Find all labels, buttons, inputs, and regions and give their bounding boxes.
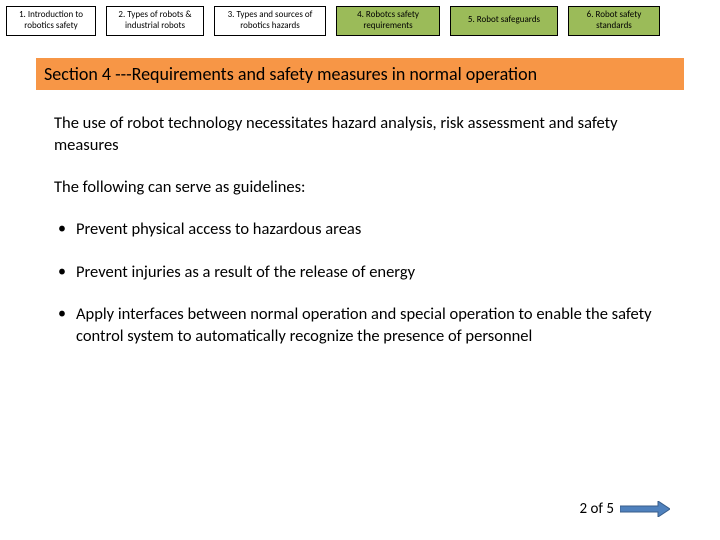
tab-3[interactable]: 3. Types and sources of robotics hazards xyxy=(214,6,326,36)
content-area: The use of robot technology necessitates… xyxy=(54,112,672,348)
arrow-right-icon xyxy=(620,501,670,517)
tab-6[interactable]: 6. Robot safety standards xyxy=(568,6,660,36)
intro-paragraph: The use of robot technology necessitates… xyxy=(54,112,672,157)
tab-strip: 1. Introduction to robotics safety 2. Typ… xyxy=(0,0,720,36)
tab-2[interactable]: 2. Types of robots & industrial robots xyxy=(106,6,204,36)
bullet-item: Prevent physical access to hazardous are… xyxy=(54,218,672,240)
bullet-list: Prevent physical access to hazardous are… xyxy=(54,218,672,347)
section-title-text: Section 4 ---Requirements and safety mea… xyxy=(44,63,537,85)
pager-text: 2 of 5 xyxy=(580,500,614,518)
section-title-bar: Section 4 ---Requirements and safety mea… xyxy=(36,58,684,90)
tab-4[interactable]: 4. Robotcs safety requirements xyxy=(336,6,440,36)
pager: 2 of 5 xyxy=(580,500,670,518)
bullet-item: Prevent injuries as a result of the rele… xyxy=(54,261,672,283)
tab-5[interactable]: 5. Robot safeguards xyxy=(450,6,558,36)
tab-1[interactable]: 1. Introduction to robotics safety xyxy=(6,6,96,36)
bullet-item: Apply interfaces between normal operatio… xyxy=(54,303,672,348)
guidelines-lead: The following can serve as guidelines: xyxy=(54,176,672,198)
